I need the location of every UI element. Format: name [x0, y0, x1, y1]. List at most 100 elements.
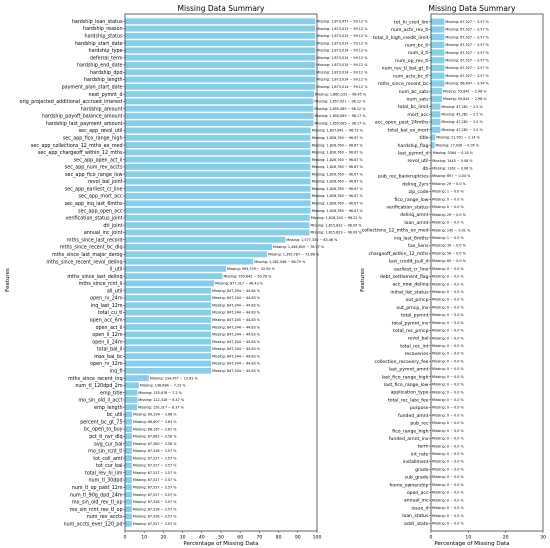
- right-data-label: Missing: 0 ~ 0.0 %: [432, 429, 464, 433]
- left-category-label: hardship_status: [85, 34, 123, 40]
- left-data-label: Missing: 234,457 ~ 12.41 %: [150, 376, 199, 380]
- left-category-label: num_rev_accts: [87, 514, 123, 520]
- right-data-label: Missing: 55,841 ~ 2.96 %: [443, 89, 487, 93]
- left-bar-max-bal-bc: [125, 353, 212, 360]
- left-bar-payment-plan-start-date: [125, 83, 316, 90]
- right-category-label: num_il_tl: [408, 50, 429, 56]
- left-category-label: payment_plan_start_date: [62, 85, 123, 91]
- left-bar-num-rev-accts: [125, 513, 132, 520]
- left-bar-sec-app-inq-last-6mths: [125, 200, 311, 207]
- left-bar-emp-length: [125, 404, 138, 411]
- right-category-label: hardship_flag: [398, 143, 429, 149]
- left-data-label: Missing: 1,826,760 ~ 96.67 %: [312, 165, 364, 169]
- left-category-label: hardship_dpd: [90, 70, 122, 76]
- left-data-label: Missing: 1,873,013 ~ 99.12 %: [316, 27, 368, 31]
- left-bar-sec-app-revol-util: [125, 127, 311, 134]
- right-bar-tot-hi-cred-lim: [431, 18, 445, 25]
- left-bar-total-cu-tl: [125, 309, 212, 316]
- right-x-tick-label: 30: [540, 535, 546, 541]
- right-data-label: Missing: 0 ~ 0.0 %: [432, 305, 464, 309]
- left-bar-mths-since-rcnt-il: [125, 280, 215, 287]
- left-bar-num-tl-90g-dpd-24m: [125, 491, 132, 498]
- right-data-label: Missing: 67,527 ~ 3.57 %: [445, 43, 489, 47]
- left-data-label: Missing: 1,873,014 ~ 99.12 %: [316, 49, 368, 53]
- left-bar-avg-cur-bal: [125, 440, 132, 447]
- right-category-label: initial_list_status: [390, 289, 429, 295]
- left-bar-num-tl-120dpd-2m: [125, 382, 139, 389]
- left-category-label: num_tl_120dpd_2m: [75, 383, 123, 389]
- right-category-label: fico_range_high: [392, 428, 428, 434]
- left-data-label: Missing: 1,873,014 ~ 99.12 %: [316, 63, 368, 67]
- left-category-label: verification_status_joint: [66, 216, 123, 222]
- right-data-label: Missing: 145 ~ 0.01 %: [432, 228, 471, 232]
- left-category-label: inq_last_12m: [91, 303, 123, 309]
- right-x-tick-label: 10: [465, 535, 471, 541]
- right-bar-num-bc-tl: [431, 41, 445, 48]
- right-category-label: int_rate: [411, 451, 429, 457]
- left-data-label: Missing: 1,262,046 ~ 66.79 %: [254, 260, 306, 264]
- right-category-label: num_actv_rev_tl: [391, 27, 428, 33]
- left-category-label: num_tl_90g_dpd_24m: [70, 492, 123, 498]
- left-bar-inq-fi: [125, 367, 212, 374]
- right-category-label: out_prncp_inv: [396, 305, 428, 311]
- right-category-label: total_pymnt_inv: [392, 320, 429, 326]
- right-category-label: application_type: [391, 390, 429, 396]
- right-category-label: pub_rec_bankruptcies: [378, 174, 429, 180]
- right-data-label: Missing: 47,281 ~ 2.5 %: [441, 113, 483, 117]
- right-data-label: Missing: 47,281 ~ 2.5 %: [441, 128, 483, 132]
- right-category-label: title: [420, 135, 429, 141]
- left-category-label: hardship_last_payment_amount: [46, 121, 123, 127]
- left-category-label: mo_sin_old_il_acct: [78, 398, 122, 404]
- left-data-label: Missing: 1,873,015 ~ 99.12 %: [316, 34, 368, 38]
- right-category-label: num_sats: [407, 96, 430, 102]
- left-category-label: sec_app_open_act_il: [74, 157, 123, 163]
- left-data-label: Missing: 67,528 ~ 3.57 %: [133, 449, 177, 453]
- right-category-label: total_bc_limit: [398, 104, 429, 110]
- left-category-label: mo_sin_rcnt_rev_tl_op: [70, 507, 123, 513]
- right-category-label: acc_now_delinq: [392, 282, 428, 288]
- right-data-label: Missing: 67,527 ~ 3.57 %: [445, 35, 489, 39]
- right-category-label: collection_recovery_fee: [374, 359, 428, 365]
- right-category-label: total_rec_late_fee: [388, 397, 429, 403]
- left-x-tick-label: 80: [276, 535, 282, 541]
- left-category-label: hardship_type: [89, 48, 123, 54]
- right-data-label: Missing: 66,847 ~ 3.54 %: [445, 82, 489, 86]
- right-category-label: chargeoff_within_12_mths: [368, 251, 429, 257]
- right-category-label: total_pymnt: [401, 313, 429, 319]
- right-category-label: tot_hi_cred_lim: [394, 19, 429, 25]
- left-data-label: Missing: 847,244 ~ 44.83 %: [212, 325, 261, 329]
- left-category-label: mths_since_recent_inq: [68, 376, 123, 382]
- left-bar-open-il-12m: [125, 331, 212, 338]
- right-category-label: collections_12_mths_ex_med: [362, 228, 429, 234]
- right-bar-num-bc-sats: [431, 88, 443, 95]
- left-data-label: Missing: 847,244 ~ 44.83 %: [212, 369, 261, 373]
- right-data-label: Missing: 0 ~ 0.0 %: [432, 352, 464, 356]
- right-category-label: loan_status: [402, 513, 429, 519]
- left-bar-mths-since-recent-bc-dlq: [125, 244, 273, 250]
- right-category-label: num_op_rev_tl: [395, 58, 428, 64]
- right-category-label: inq_last_6mths: [394, 235, 429, 241]
- left-bar-revol-bal-joint: [125, 178, 311, 185]
- left-category-label: bc_open_to_buy: [84, 427, 123, 433]
- left-bar-mths-since-last-delinq: [125, 273, 223, 280]
- left-category-label: hardship_length: [84, 77, 123, 83]
- right-chart-title: Missing Data Summary: [429, 4, 516, 13]
- right-data-label: Missing: 55,841 ~ 2.96 %: [443, 97, 487, 101]
- right-category-label: purpose: [410, 405, 429, 411]
- left-category-label: orig_projected_additional_accrued_intere…: [20, 99, 123, 105]
- left-bar-verification-status-joint: [125, 214, 310, 221]
- left-data-label: Missing: 1,826,760 ~ 96.67 %: [312, 202, 364, 206]
- right-data-label: Missing: 0 ~ 0.0 %: [432, 398, 464, 402]
- left-x-tick-label: 20: [160, 535, 166, 541]
- right-data-label: Missing: 0 ~ 0.0 %: [432, 460, 464, 464]
- right-data-label: Missing: 47,281 ~ 2.5 %: [441, 105, 483, 109]
- left-bar-inq-last-12m: [125, 302, 212, 309]
- left-bar-dti-joint: [125, 222, 310, 229]
- left-category-label: mths_since_last_major_derog: [52, 252, 123, 258]
- left-data-label: Missing: 1,826,760 ~ 96.67 %: [312, 209, 364, 213]
- left-data-label: Missing: 993,709 ~ 52.59 %: [227, 267, 276, 271]
- left-category-label: mths_since_recent_bc_dlq: [60, 245, 123, 251]
- left-data-label: Missing: 1,873,014 ~ 99.12 %: [316, 70, 368, 74]
- right-data-label: Missing: 0 ~ 0.0 %: [432, 367, 464, 371]
- right-bar-num-op-rev-tl: [431, 57, 445, 64]
